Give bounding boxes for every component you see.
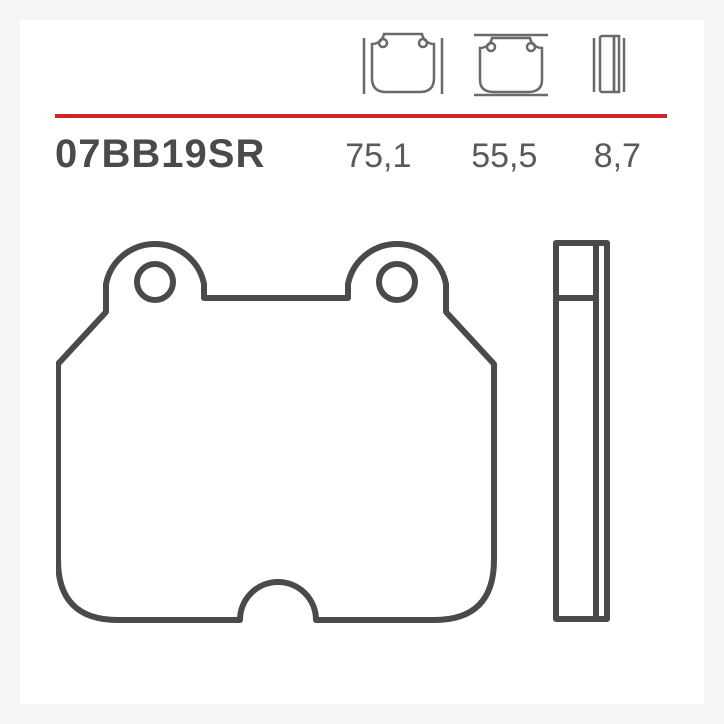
height-dimension-icon: [468, 32, 554, 98]
dimensions-values: 75,1 55,5 8,7: [335, 137, 647, 176]
width-dimension-icon: [360, 32, 446, 98]
brake-pad-front-outline: [58, 244, 494, 620]
dimension-height: 55,5: [461, 137, 547, 176]
brake-pad-diagram: [56, 240, 668, 660]
brake-pad-side-view: [556, 243, 607, 619]
mount-hole-right: [379, 264, 415, 300]
product-canvas: 07BB19SR 75,1 55,5 8,7: [20, 20, 704, 704]
product-code: 07BB19SR: [55, 132, 265, 177]
dimension-thickness: 8,7: [587, 137, 647, 176]
thickness-dimension-icon: [576, 32, 640, 98]
dimension-icons-row: [360, 32, 640, 98]
dimension-width: 75,1: [335, 137, 421, 176]
labels-row: 07BB19SR 75,1 55,5 8,7: [55, 132, 667, 177]
mount-hole-left: [137, 264, 173, 300]
separator-line: [55, 114, 667, 118]
